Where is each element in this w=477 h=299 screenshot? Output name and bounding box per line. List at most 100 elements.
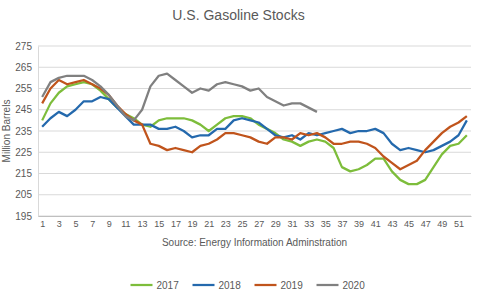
x-axis-line (39, 216, 472, 217)
y-tick: 195 (15, 211, 38, 222)
x-tick-label: 7 (90, 219, 95, 229)
x-tick: 11 (121, 216, 130, 229)
grid-line (38, 67, 471, 68)
legend-item: 2018 (193, 280, 242, 291)
y-tick-label: 275 (15, 41, 32, 52)
legend-swatch (193, 284, 215, 286)
y-tick-label: 255 (15, 83, 32, 94)
y-axis: 195 205 215 225 235 245 255 265 275 (15, 41, 38, 222)
x-tick: 47 (421, 216, 431, 229)
legend-label: 2018 (219, 280, 242, 291)
y-tick-label: 235 (15, 126, 32, 137)
legend-item: 2020 (317, 280, 366, 291)
x-tick: 41 (371, 216, 381, 229)
x-tick-label: 33 (304, 219, 314, 229)
x-tick: 51 (454, 216, 464, 229)
x-tick-label: 17 (171, 219, 181, 229)
grid-line (38, 46, 471, 47)
y-tick: 215 (15, 168, 38, 179)
x-tick-label: 39 (354, 219, 364, 229)
grid-line (38, 173, 471, 174)
legend-label: 2020 (343, 280, 366, 291)
x-tick-label: 47 (421, 219, 431, 229)
y-tick-label: 205 (15, 189, 32, 200)
x-tick: 13 (138, 216, 148, 229)
legend-item: 2019 (255, 280, 304, 291)
y-tick: 235 (15, 126, 38, 137)
y-axis-title: Million Barrels (1, 100, 12, 163)
y-tick: 225 (15, 147, 38, 158)
x-tick: 29 (271, 216, 281, 229)
x-tick-label: 41 (371, 219, 381, 229)
y-tick: 265 (15, 62, 38, 73)
y-tick-label: 225 (15, 147, 32, 158)
x-tick: 23 (221, 216, 231, 229)
x-tick: 27 (254, 216, 264, 229)
x-tick: 9 (107, 216, 112, 229)
x-tick: 19 (188, 216, 198, 229)
x-tick: 43 (387, 216, 397, 229)
x-tick: 31 (287, 216, 297, 229)
x-tick-label: 45 (404, 219, 414, 229)
grid-line (38, 194, 471, 195)
series-line (42, 97, 467, 152)
legend-swatch (131, 284, 153, 286)
legend-label: 2019 (281, 280, 304, 291)
x-tick-label: 15 (154, 219, 164, 229)
x-tick: 7 (90, 216, 95, 229)
x-tick: 37 (337, 216, 347, 229)
y-tick: 245 (15, 104, 38, 115)
x-tick: 15 (154, 216, 164, 229)
legend-swatch (317, 284, 339, 286)
chart: U.S. Gasoline Stocks19520521522523524525… (0, 0, 477, 299)
x-tick: 1 (40, 216, 45, 229)
x-tick-label: 23 (221, 219, 231, 229)
y-tick-label: 195 (15, 211, 32, 222)
legend: 2017 2018 2019 2020 (131, 280, 366, 291)
y-tick: 255 (15, 83, 38, 94)
x-tick-label: 1 (40, 219, 45, 229)
x-tick-label: 25 (238, 219, 248, 229)
x-tick-label: 19 (188, 219, 198, 229)
y-tick: 205 (15, 189, 38, 200)
grid-line (38, 216, 471, 217)
lines (42, 74, 467, 185)
x-tick: 33 (304, 216, 314, 229)
legend-item: 2017 (131, 280, 180, 291)
y-tick-label: 245 (15, 104, 32, 115)
x-tick-label: 43 (387, 219, 397, 229)
grid-line (38, 152, 471, 153)
grid-line (38, 131, 471, 132)
x-tick: 39 (354, 216, 364, 229)
grid (38, 46, 471, 216)
y-tick-label: 265 (15, 62, 32, 73)
legend-label: 2017 (157, 280, 180, 291)
x-tick: 45 (404, 216, 414, 229)
y-tick: 275 (15, 41, 38, 52)
x-tick: 17 (171, 216, 181, 229)
x-tick-label: 29 (271, 219, 281, 229)
x-tick-label: 21 (204, 219, 214, 229)
x-tick: 21 (204, 216, 214, 229)
x-axis-title: Source: Energy Information Adminstration (162, 237, 347, 248)
title: U.S. Gasoline Stocks (172, 7, 304, 23)
series-line (42, 74, 317, 121)
x-tick: 49 (437, 216, 447, 229)
legend-swatch (255, 284, 277, 286)
x-tick: 3 (57, 216, 62, 229)
grid-line (38, 109, 471, 110)
x-tick-label: 51 (454, 219, 464, 229)
x-tick-label: 27 (254, 219, 264, 229)
x-tick: 5 (73, 216, 78, 229)
y-axis-line (38, 47, 39, 217)
x-tick-label: 5 (73, 219, 78, 229)
x-tick: 25 (238, 216, 248, 229)
x-tick-label: 31 (287, 219, 297, 229)
x-tick-label: 11 (121, 219, 130, 229)
x-tick-label: 9 (107, 219, 112, 229)
x-tick-label: 35 (321, 219, 331, 229)
x-axis: 1357911131517192123252729313335373941434… (39, 216, 472, 229)
x-tick-label: 13 (138, 219, 148, 229)
x-tick: 35 (321, 216, 331, 229)
x-tick-label: 3 (57, 219, 62, 229)
